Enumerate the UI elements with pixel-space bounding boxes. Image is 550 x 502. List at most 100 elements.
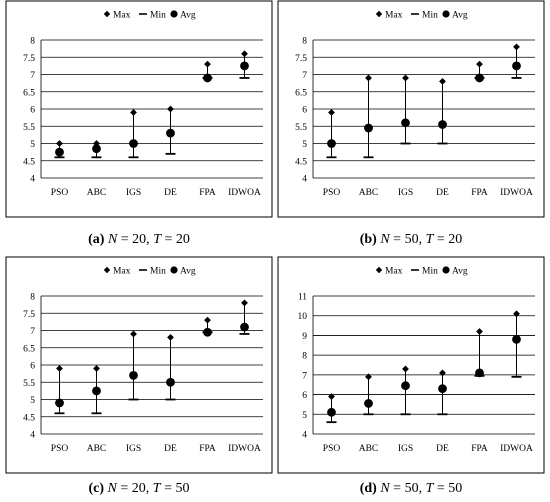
caption-d-label: (d) <box>359 481 377 496</box>
max-marker-de <box>439 78 446 85</box>
caption-c: (c) N = 20, T = 50 <box>5 481 273 497</box>
chart-c-svg: Max Min Avg 4 4.5 5 5.5 6 6.5 7 7.5 8 PSO ABC IGS DE FPA… <box>5 256 273 474</box>
x-tick-label-igs: IGS <box>398 188 413 198</box>
caption-b-label: (b) <box>359 232 377 247</box>
y-tick-label: 4.5 <box>23 157 35 167</box>
x-tick-label-pso: PSO <box>51 188 69 198</box>
y-tick-label: 4 <box>30 175 35 185</box>
caption-b-t-value: = 20 <box>436 232 463 247</box>
y-tick-label: 9 <box>302 332 307 342</box>
caption-a-label: (a) <box>88 232 105 247</box>
avg-marker-abc <box>92 144 101 154</box>
y-tick-label: 10 <box>298 312 308 322</box>
x-tick-label-pso: PSO <box>323 444 341 454</box>
avg-marker-de <box>438 384 447 394</box>
x-tick-label-idwoa: IDWOA <box>228 188 261 198</box>
max-marker-idwoa <box>513 310 520 318</box>
y-tick-label: 5 <box>302 411 307 421</box>
x-tick-label-pso: PSO <box>51 444 69 454</box>
y-tick-label: 6 <box>30 106 35 116</box>
chart-panel-b: Max Min Avg 4 4.5 5 5.5 6 6.5 7 7.5 8 PSO ABC IGS DE FPA… <box>277 0 545 218</box>
x-tick-label-abc: ABC <box>359 188 379 198</box>
x-tick-label-fpa: FPA <box>199 188 216 198</box>
legend-avg-marker <box>170 10 178 18</box>
avg-marker-igs <box>401 118 410 128</box>
avg-marker-abc <box>364 123 373 133</box>
avg-marker-fpa <box>475 73 484 83</box>
y-tick-label: 4.5 <box>295 157 307 167</box>
x-tick-label-fpa: FPA <box>471 188 488 198</box>
avg-marker-idwoa <box>512 334 521 344</box>
caption-b-n-var: N <box>380 232 390 247</box>
legend-min-label: Min <box>150 267 166 277</box>
legend-max-marker <box>375 266 383 274</box>
x-tick-label-idwoa: IDWOA <box>500 188 533 198</box>
x-tick-label-de: DE <box>164 188 177 198</box>
avg-marker-de <box>438 120 447 129</box>
y-tick-label: 11 <box>298 293 307 303</box>
y-tick-label: 8 <box>302 352 307 362</box>
x-tick-label-igs: IGS <box>398 444 413 454</box>
legend-avg-label: Avg <box>180 267 196 277</box>
caption-b: (b) N = 50, T = 20 <box>277 232 545 248</box>
max-marker-idwoa <box>241 299 248 307</box>
caption-c-n-value: = 20, <box>120 481 150 496</box>
x-tick-label-de: DE <box>436 188 449 198</box>
y-tick-label: 8 <box>30 37 35 47</box>
y-tick-label: 7 <box>302 371 307 381</box>
max-marker-pso <box>56 140 63 147</box>
avg-marker-de <box>166 128 175 138</box>
x-tick-label-fpa: FPA <box>199 444 216 454</box>
avg-marker-de <box>166 377 175 387</box>
caption-b-t-var: T <box>425 232 434 247</box>
chart-b-svg: Max Min Avg 4 4.5 5 5.5 6 6.5 7 7.5 8 PSO ABC IGS DE FPA… <box>277 0 545 218</box>
avg-marker-igs <box>129 139 138 148</box>
max-marker-de <box>167 334 174 341</box>
legend-min-label: Min <box>150 11 166 21</box>
y-tick-label: 7 <box>302 71 307 81</box>
y-tick-label: 6 <box>30 362 35 372</box>
y-tick-label: 5.5 <box>23 379 35 389</box>
y-tick-label: 4 <box>302 431 307 441</box>
max-marker-abc <box>93 365 100 372</box>
chart-a-svg: Max Min Avg 4 4.5 5 5.5 6 6.5 7 7.5 8 PSO ABC IGS DE FPA… <box>5 0 273 218</box>
avg-marker-igs <box>401 381 410 391</box>
avg-marker-idwoa <box>240 322 249 332</box>
caption-d-n-value: = 50, <box>393 481 423 496</box>
y-tick-label: 5 <box>302 140 307 150</box>
avg-marker-pso <box>327 139 336 148</box>
max-marker-igs <box>130 109 137 116</box>
max-marker-fpa <box>204 60 211 68</box>
legend-max-marker <box>375 10 383 18</box>
y-tick-label: 8 <box>30 293 35 303</box>
max-marker-fpa <box>204 316 211 324</box>
avg-marker-abc <box>92 386 101 396</box>
y-tick-label: 6 <box>302 106 307 116</box>
y-tick-label: 6.5 <box>23 88 35 98</box>
caption-d: (d) N = 50, T = 50 <box>277 481 545 497</box>
avg-marker-igs <box>129 370 138 380</box>
legend-min-label: Min <box>422 11 438 21</box>
avg-marker-pso <box>55 147 64 157</box>
caption-a-n-value: = 20, <box>120 232 150 247</box>
x-tick-label-igs: IGS <box>126 444 141 454</box>
y-tick-label: 5 <box>30 140 35 150</box>
max-marker-de <box>439 369 446 377</box>
legend-avg-marker <box>170 266 178 274</box>
legend-avg-label: Avg <box>452 11 468 21</box>
y-tick-label: 5.5 <box>295 123 307 133</box>
chart-panel-c: Max Min Avg 4 4.5 5 5.5 6 6.5 7 7.5 8 PSO ABC IGS DE FPA… <box>5 256 273 474</box>
legend-avg-label: Avg <box>452 267 468 277</box>
max-marker-igs <box>130 330 137 338</box>
y-tick-label: 7 <box>30 327 35 337</box>
legend-max-label: Max <box>113 11 131 21</box>
caption-a: (a) N = 20, T = 20 <box>5 232 273 248</box>
x-tick-label-abc: ABC <box>87 444 107 454</box>
caption-d-t-var: T <box>425 481 434 496</box>
legend-min-label: Min <box>422 267 438 277</box>
y-tick-label: 6.5 <box>23 344 35 354</box>
caption-d-t-value: = 50 <box>436 481 463 496</box>
chart-panel-d: Max Min Avg 4 5 6 7 8 9 10 11 PSO ABC IGS DE FPA IDWOA <box>277 256 545 474</box>
x-tick-label-de: DE <box>436 444 449 454</box>
caption-a-t-value: = 20 <box>164 232 190 247</box>
